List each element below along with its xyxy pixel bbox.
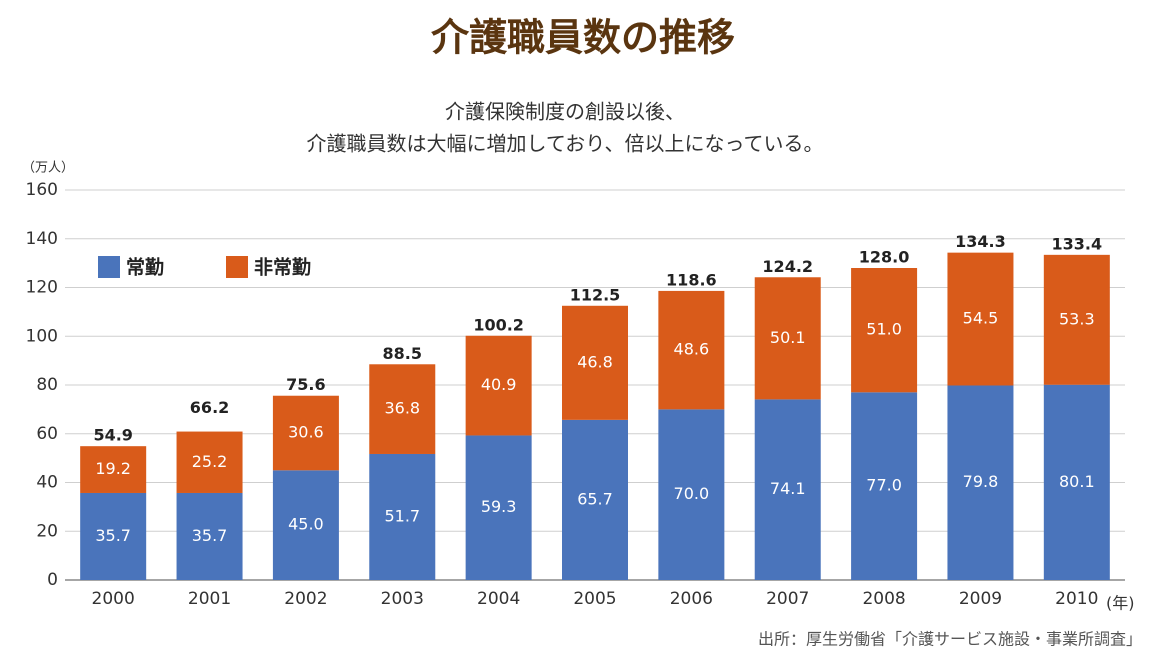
value-label: 35.7: [95, 526, 131, 545]
x-tick-label: 2004: [477, 589, 520, 609]
x-tick-label: 2009: [959, 589, 1002, 609]
y-tick-label: 120: [26, 278, 58, 298]
value-label: 74.1: [770, 479, 806, 498]
value-label: 51.0: [866, 320, 902, 339]
y-tick-label: 40: [36, 473, 58, 493]
value-label: 54.5: [963, 309, 999, 328]
value-label: 79.8: [963, 472, 999, 491]
bar-segment: [465, 435, 532, 580]
y-axis-label: （万人）: [22, 161, 74, 176]
chart-title: 介護職員数の推移: [431, 16, 735, 60]
x-tick-label: 2008: [862, 589, 905, 609]
bar-segment: [754, 399, 821, 580]
value-label: 50.1: [770, 328, 806, 347]
total-label: 112.5: [570, 285, 621, 304]
y-tick-label: 140: [26, 229, 58, 249]
x-tick-label: 2002: [284, 589, 327, 609]
y-tick-label: 80: [36, 375, 58, 395]
total-label: 100.2: [473, 315, 524, 334]
subtitle: 介護保険制度の創設以後、: [445, 100, 685, 124]
bar-segment: [658, 409, 725, 580]
total-label: 75.6: [286, 375, 325, 394]
total-label: 88.5: [383, 344, 422, 363]
value-label: 25.2: [192, 452, 228, 471]
legend-swatch: [226, 256, 248, 278]
bar-segment: [272, 395, 339, 471]
total-label: 118.6: [666, 270, 717, 289]
total-label: 124.2: [762, 257, 813, 276]
bar-segment: [947, 385, 1014, 580]
bar-segment: [658, 290, 725, 410]
x-tick-label: 2003: [381, 589, 424, 609]
total-label: 133.4: [1052, 234, 1103, 253]
bar-segment: [369, 364, 436, 454]
value-label: 40.9: [481, 375, 517, 394]
total-label: 66.2: [190, 398, 229, 417]
source: 出所：厚生労働省「介護サービス施設・事業所調査」: [758, 630, 1142, 649]
value-label: 19.2: [95, 459, 131, 478]
x-tick-label: 2000: [92, 589, 135, 609]
legend-label: 非常勤: [254, 256, 311, 279]
value-label: 51.7: [384, 506, 420, 525]
bar-segment: [562, 419, 628, 580]
bar-segment: [80, 492, 147, 580]
y-tick-label: 60: [36, 424, 58, 444]
value-label: 77.0: [866, 476, 902, 495]
bar-segment: [465, 335, 532, 436]
x-tick-label: 2005: [573, 589, 616, 609]
value-label: 80.1: [1059, 472, 1095, 491]
x-tick-label: 2001: [188, 589, 231, 609]
bar-segment: [1043, 384, 1110, 580]
bar-segment: [754, 277, 821, 400]
total-label: 54.9: [93, 426, 132, 445]
value-label: 35.7: [192, 526, 228, 545]
value-label: 53.3: [1059, 309, 1095, 328]
y-tick-label: 20: [36, 521, 58, 541]
value-label: 46.8: [577, 352, 613, 371]
value-label: 45.0: [288, 515, 324, 534]
total-label: 128.0: [859, 248, 910, 267]
bar-segment: [80, 446, 147, 493]
x-tick-label: 2006: [670, 589, 713, 609]
total-label: 134.3: [955, 232, 1006, 251]
value-label: 59.3: [481, 497, 517, 516]
bar-segment: [176, 492, 243, 580]
y-tick-label: 100: [26, 326, 58, 346]
bar-segment: [369, 453, 436, 580]
x-axis-label: (年): [1106, 594, 1135, 613]
value-label: 65.7: [577, 489, 613, 508]
legend-swatch: [98, 256, 120, 278]
legend-label: 常勤: [126, 256, 164, 279]
subtitle: 介護職員数は大幅に増加しており、倍以上になっている。: [307, 132, 824, 156]
value-label: 36.8: [384, 399, 420, 418]
x-tick-label: 2007: [766, 589, 809, 609]
value-label: 30.6: [288, 423, 324, 442]
value-label: 48.6: [674, 340, 710, 359]
y-tick-label: 0: [47, 570, 58, 590]
bar-segment: [1043, 254, 1110, 385]
bar-segment: [851, 392, 918, 580]
x-tick-label: 2010: [1055, 589, 1098, 609]
bar-segment: [851, 268, 918, 393]
bar-segment: [272, 470, 339, 580]
value-label: 70.0: [674, 484, 710, 503]
bar-segment: [947, 252, 1014, 386]
bar-segment: [562, 305, 628, 420]
bar-segment: [176, 431, 243, 493]
y-tick-label: 160: [26, 180, 58, 200]
